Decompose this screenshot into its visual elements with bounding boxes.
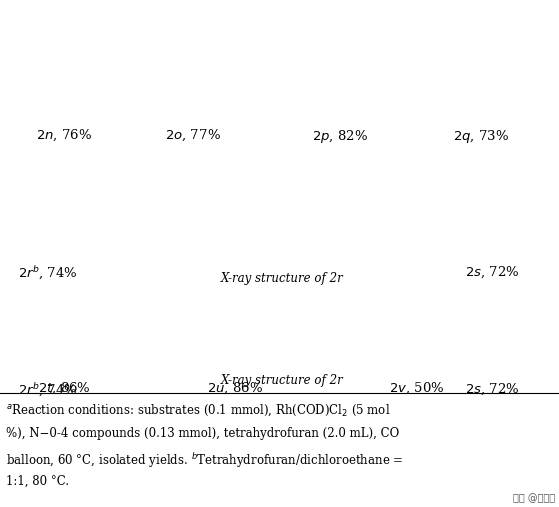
Text: balloon, 60 °C, isolated yields. $^b$Tetrahydrofuran/dichloroethane =: balloon, 60 °C, isolated yields. $^b$Tet… xyxy=(6,451,404,470)
Text: $\bf{\mathit{2u}}$, 86%: $\bf{\mathit{2u}}$, 86% xyxy=(207,381,263,396)
Text: $\bf{\mathit{2r}}$$^b$, 74%: $\bf{\mathit{2r}}$$^b$, 74% xyxy=(18,382,77,400)
Text: X-ray structure of 2r: X-ray structure of 2r xyxy=(221,272,344,285)
Text: X-ray structure of 2r: X-ray structure of 2r xyxy=(221,374,344,387)
Text: $\bf{\mathit{2s}}$, 72%: $\bf{\mathit{2s}}$, 72% xyxy=(465,265,519,280)
Text: $\bf{\mathit{2q}}$, 73%: $\bf{\mathit{2q}}$, 73% xyxy=(453,128,509,145)
Text: $\bf{\mathit{2n}}$, 76%: $\bf{\mathit{2n}}$, 76% xyxy=(36,128,92,143)
Text: $\bf{\mathit{2o}}$, 77%: $\bf{\mathit{2o}}$, 77% xyxy=(165,128,221,143)
Text: $\bf{\mathit{2r}}$$^b$, 74%: $\bf{\mathit{2r}}$$^b$, 74% xyxy=(18,265,77,282)
Text: 1:1, 80 °C.: 1:1, 80 °C. xyxy=(6,475,69,488)
Text: %), N−0-4 compounds (0.13 mmol), tetrahydrofuran (2.0 mL), CO: %), N−0-4 compounds (0.13 mmol), tetrahy… xyxy=(6,427,399,440)
Text: $^a$Reaction conditions: substrates (0.1 mmol), Rh(COD)Cl$_2$ (5 mol: $^a$Reaction conditions: substrates (0.1… xyxy=(6,403,390,418)
Text: $\bf{\mathit{2t}}$, 86%: $\bf{\mathit{2t}}$, 86% xyxy=(38,381,91,396)
Text: $\bf{\mathit{2p}}$, 82%: $\bf{\mathit{2p}}$, 82% xyxy=(312,128,368,145)
Text: $\bf{\mathit{2v}}$, 50%: $\bf{\mathit{2v}}$, 50% xyxy=(389,381,444,396)
Text: $\bf{\mathit{2s}}$, 72%: $\bf{\mathit{2s}}$, 72% xyxy=(465,382,519,397)
Text: 头条 @化学加: 头条 @化学加 xyxy=(513,493,555,503)
